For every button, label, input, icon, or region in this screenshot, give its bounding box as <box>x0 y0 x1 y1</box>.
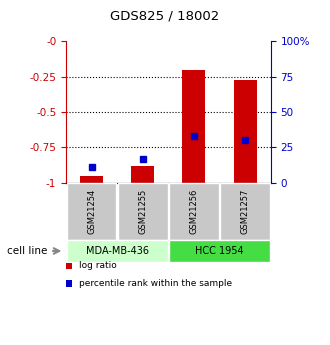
Text: GDS825 / 18002: GDS825 / 18002 <box>110 9 220 22</box>
Text: GSM21257: GSM21257 <box>241 189 249 234</box>
Bar <box>80 176 103 183</box>
Text: cell line: cell line <box>7 246 47 256</box>
Text: GSM21256: GSM21256 <box>189 189 198 234</box>
Bar <box>182 70 205 183</box>
Bar <box>131 166 154 183</box>
Bar <box>234 80 256 183</box>
Text: GSM21254: GSM21254 <box>87 189 96 234</box>
Text: GSM21255: GSM21255 <box>138 189 147 234</box>
Text: percentile rank within the sample: percentile rank within the sample <box>79 279 232 288</box>
Text: log ratio: log ratio <box>79 261 116 270</box>
Text: HCC 1954: HCC 1954 <box>195 246 244 256</box>
Text: MDA-MB-436: MDA-MB-436 <box>86 246 148 256</box>
